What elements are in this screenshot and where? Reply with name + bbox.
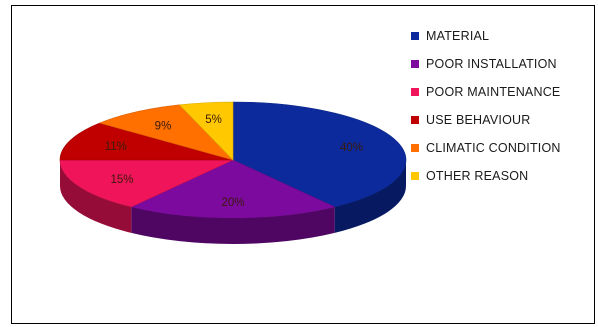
legend-swatch [411, 32, 419, 40]
legend-swatch [411, 116, 419, 124]
pie-slices [59, 101, 407, 219]
pie-data-labels: 40% 20% 15% 11% 9% 5% [105, 114, 363, 209]
legend-item-climatic-condition: CLIMATIC CONDITION [411, 134, 561, 162]
pie-slice-use-behaviour [59, 122, 234, 161]
pie-slice-climatic-condition [98, 104, 234, 161]
data-label-use-behaviour: 11% [105, 141, 127, 153]
data-label-poor-maintenance: 15% [111, 174, 134, 186]
pie-slice-material [232, 101, 407, 208]
pie-slice-poor-installation [130, 159, 336, 219]
legend-label: OTHER REASON [426, 169, 529, 183]
legend-item-poor-installation: POOR INSTALLATION [411, 50, 561, 78]
data-label-material: 40% [340, 142, 363, 154]
pie-side-poor-installation [131, 206, 335, 244]
legend-label: POOR MAINTENANCE [426, 85, 561, 99]
pie-side-material [334, 160, 406, 233]
data-label-other-reason: 5% [205, 114, 222, 126]
legend-item-poor-maintenance: POOR MAINTENANCE [411, 78, 561, 106]
pie-slice-other-reason [178, 101, 234, 161]
legend-item-material: MATERIAL [411, 22, 561, 50]
legend-label: USE BEHAVIOUR [426, 113, 531, 127]
legend-label: MATERIAL [426, 29, 490, 43]
legend-item-use-behaviour: USE BEHAVIOUR [411, 106, 561, 134]
data-label-poor-installation: 20% [221, 197, 244, 209]
legend-swatch [411, 144, 419, 152]
pie-slice-poor-maintenance [59, 159, 234, 208]
legend-swatch [411, 88, 419, 96]
legend-label: CLIMATIC CONDITION [426, 141, 561, 155]
pie-side-poor-maintenance [60, 160, 132, 233]
legend: MATERIAL POOR INSTALLATION POOR MAINTENA… [411, 22, 561, 190]
legend-label: POOR INSTALLATION [426, 57, 557, 71]
data-label-climatic-condition: 9% [155, 120, 172, 132]
pie-side-walls [60, 160, 406, 244]
legend-swatch [411, 172, 419, 180]
legend-swatch [411, 60, 419, 68]
legend-item-other-reason: OTHER REASON [411, 162, 561, 190]
